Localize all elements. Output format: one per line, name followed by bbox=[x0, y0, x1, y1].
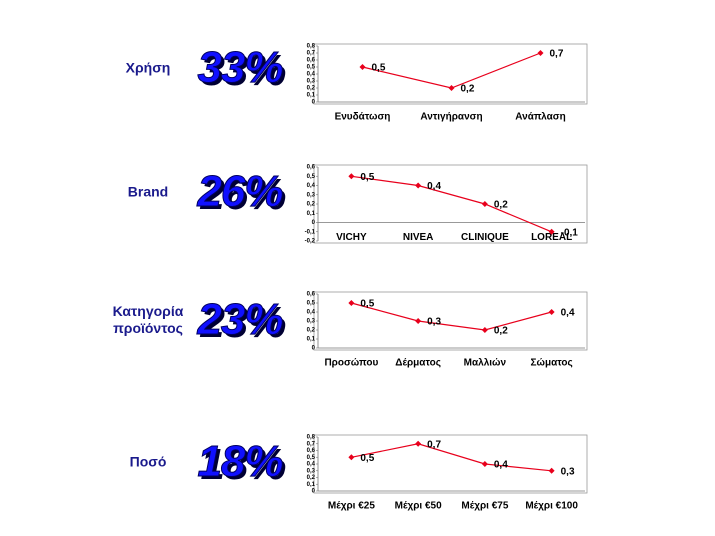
plot-frame bbox=[313, 164, 588, 244]
y-tick-label: 0 bbox=[312, 100, 316, 106]
y-tick-label: 0,8 bbox=[307, 435, 316, 441]
percent: 18% bbox=[197, 437, 284, 487]
y-tick-label: 0,5 bbox=[307, 301, 316, 307]
y-tick-label: 0,4 bbox=[307, 72, 316, 78]
x-tick-label: CLINIQUE bbox=[461, 232, 509, 243]
line bbox=[351, 175, 552, 233]
plot-frame bbox=[313, 43, 588, 105]
marker bbox=[348, 300, 355, 306]
data-label: 0,3 bbox=[561, 466, 575, 477]
y-tick-label: 0,6 bbox=[307, 165, 316, 171]
x-tick-label: Μέχρι €100 bbox=[525, 501, 578, 512]
x-tick-label: Ενυδάτωση bbox=[335, 112, 391, 123]
x-tick-label: Αντιγήρανση bbox=[420, 112, 482, 123]
y-tick-label: 0,4 bbox=[307, 462, 316, 468]
y-tick-label: 0,5 bbox=[307, 65, 316, 71]
marker bbox=[548, 228, 555, 235]
line bbox=[351, 443, 552, 472]
y-tick-label: 0,1 bbox=[307, 337, 316, 343]
y-tick-label: 0,1 bbox=[307, 93, 316, 99]
marker bbox=[348, 173, 355, 180]
y-tick-label: 0,3 bbox=[307, 468, 316, 474]
y-tick-label: 0,5 bbox=[307, 455, 316, 461]
data-label: 0,2 bbox=[494, 326, 508, 337]
data-label: 0,5 bbox=[372, 63, 386, 74]
y-tick-label: 0,2 bbox=[307, 475, 316, 481]
data-label: 0,7 bbox=[427, 439, 441, 450]
y-tick-label: 0,6 bbox=[307, 292, 316, 298]
y-tick-label: 0,6 bbox=[307, 448, 316, 454]
data-label: 0,5 bbox=[360, 453, 374, 464]
percent: 23% bbox=[197, 295, 284, 345]
data-label: 0,5 bbox=[360, 299, 374, 310]
data-label: 0,3 bbox=[427, 317, 441, 328]
x-tick-label: Ανάπλαση bbox=[515, 112, 565, 123]
x-tick-label: Μέχρι €50 bbox=[395, 501, 442, 512]
x-tick-label: NIVEA bbox=[403, 232, 434, 243]
marker bbox=[548, 467, 555, 474]
x-tick-label: Μέχρι €25 bbox=[328, 501, 375, 512]
marker bbox=[537, 50, 544, 56]
y-tick-label: 0,8 bbox=[307, 44, 316, 50]
plot-frame bbox=[313, 434, 588, 494]
marker bbox=[481, 327, 488, 333]
percent: 26% bbox=[197, 167, 284, 217]
y-tick-label: -0,2 bbox=[305, 239, 316, 245]
line bbox=[351, 302, 552, 331]
y-tick-label: -0,1 bbox=[305, 229, 316, 235]
y-tick-label: 0,7 bbox=[307, 441, 316, 447]
y-tick-label: 0,2 bbox=[307, 328, 316, 334]
x-tick-label: Σώματος bbox=[531, 358, 573, 369]
plot-frame bbox=[313, 291, 588, 351]
marker bbox=[359, 64, 366, 70]
data-label: 0,4 bbox=[494, 460, 508, 471]
y-tick-label: 0,3 bbox=[307, 79, 316, 85]
data-label: 0,2 bbox=[494, 200, 508, 211]
row-label: Κατηγορία προϊόντος bbox=[112, 303, 184, 336]
data-label: 0,4 bbox=[561, 308, 575, 319]
y-tick-label: 0,3 bbox=[307, 192, 316, 198]
percent: 33% bbox=[197, 43, 284, 93]
marker bbox=[415, 440, 422, 447]
y-tick-label: 0,5 bbox=[307, 174, 316, 180]
data-label: 0,7 bbox=[550, 49, 564, 60]
x-tick-label: Προσώπου bbox=[324, 358, 378, 369]
y-tick-label: 0,2 bbox=[307, 86, 316, 92]
marker bbox=[548, 309, 555, 315]
marker bbox=[415, 318, 422, 324]
x-tick-label: Μέχρι €75 bbox=[461, 501, 508, 512]
y-tick-label: 0 bbox=[312, 220, 316, 226]
row-label: Χρήση bbox=[125, 59, 171, 76]
x-tick-label: Δέρματος bbox=[395, 358, 441, 369]
y-tick-label: 0,3 bbox=[307, 319, 316, 325]
y-tick-label: 0 bbox=[312, 489, 316, 495]
x-tick-label: VICHY bbox=[336, 232, 367, 243]
x-tick-label: LOREAL bbox=[531, 232, 572, 243]
data-label: 0,5 bbox=[360, 172, 374, 183]
y-tick-label: 0,4 bbox=[307, 183, 316, 189]
data-label: 0,4 bbox=[427, 181, 441, 192]
y-tick-label: 0,4 bbox=[307, 310, 316, 316]
data-label: 0,2 bbox=[461, 84, 475, 95]
marker bbox=[448, 85, 455, 91]
y-tick-label: 0 bbox=[312, 346, 316, 352]
y-tick-label: 0,6 bbox=[307, 58, 316, 64]
marker bbox=[481, 461, 488, 467]
marker bbox=[415, 182, 422, 189]
line bbox=[362, 52, 541, 89]
row-label: Ποσό bbox=[129, 453, 167, 470]
marker bbox=[348, 454, 355, 461]
row-label: Brand bbox=[127, 183, 169, 200]
y-tick-label: 0,1 bbox=[307, 482, 316, 488]
y-tick-label: 0,1 bbox=[307, 211, 316, 217]
y-tick-label: 0,2 bbox=[307, 202, 316, 208]
x-tick-label: Μαλλιών bbox=[464, 358, 507, 369]
marker bbox=[481, 201, 488, 207]
data-label: -0,1 bbox=[561, 227, 579, 238]
y-tick-label: 0,7 bbox=[307, 51, 316, 57]
